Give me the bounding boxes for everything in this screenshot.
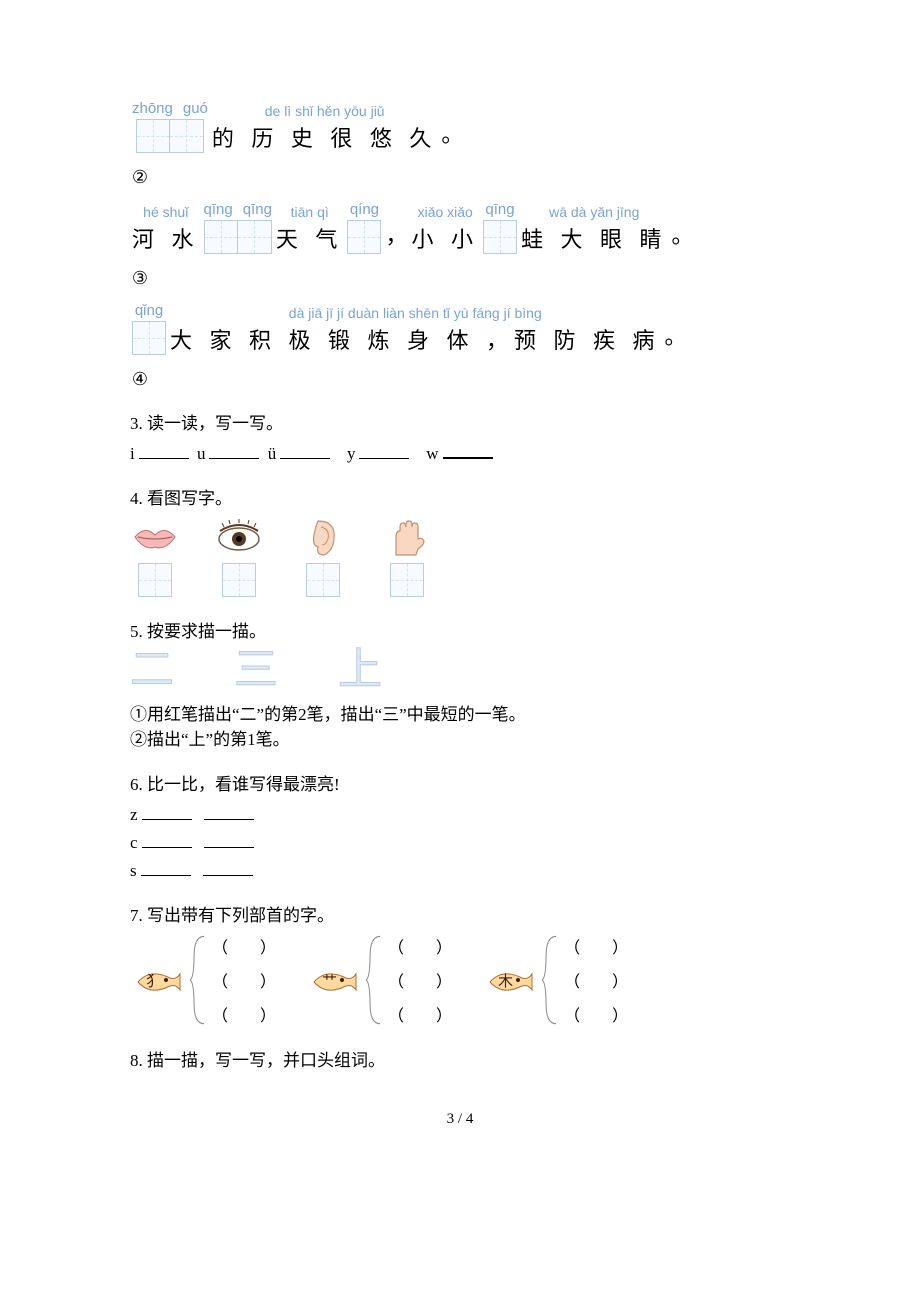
brace-icon xyxy=(542,934,558,1026)
page-number: 3 / 4 xyxy=(130,1111,790,1128)
pinyin-text: qīng xyxy=(485,201,514,218)
hanzi-tianqi: tiān qì 天 气 xyxy=(276,204,344,254)
section-7-title: 7. 写出带有下列部首的字。 xyxy=(130,901,790,926)
answer-box[interactable] xyxy=(222,563,256,597)
period: 。 xyxy=(665,319,687,351)
pinyin-text: qíng xyxy=(350,201,379,218)
period: 。 xyxy=(441,117,463,149)
period: 。 xyxy=(671,218,693,250)
fish-icon: 木 xyxy=(482,958,536,1002)
answer-box[interactable] xyxy=(138,563,172,597)
pinyin-text: zhōng xyxy=(132,100,173,117)
section-3-blanks: i u ü y w xyxy=(130,442,790,464)
ear-icon xyxy=(298,517,348,557)
pinyin-box-qing4: qǐng xyxy=(132,302,166,355)
answer-slot[interactable]: （） xyxy=(564,968,628,992)
svg-text:犭: 犭 xyxy=(146,973,161,990)
blank-input[interactable] xyxy=(280,442,330,459)
brace-icon xyxy=(366,934,382,1026)
comma: ， xyxy=(385,218,407,250)
blank-input[interactable] xyxy=(142,803,192,820)
pinyin-text: qīng xyxy=(204,201,233,218)
pinyin-box-qing2: qíng xyxy=(347,201,381,254)
section-8-title: 8. 描一描，写一写，并口头组词。 xyxy=(130,1046,790,1071)
hand-icon xyxy=(382,517,432,557)
section-5-chars: 二 三 上 xyxy=(130,650,790,690)
eye-icon xyxy=(214,517,264,557)
hanzi-dajia: dà jiā jī jí duàn liàn shēn tǐ yù fáng j… xyxy=(170,305,661,355)
pinyin-text: qīng xyxy=(243,201,272,218)
hanzi-wa: wā dà yǎn jīng 蛙 大 眼 睛 xyxy=(521,204,668,254)
section-6-z: z xyxy=(130,803,790,825)
section-5-instr2: ②描出“上”的第1笔。 xyxy=(130,725,790,750)
svg-text:艹: 艹 xyxy=(322,974,337,990)
trace-char-er: 二 xyxy=(130,650,174,690)
radical-block-3: 木 （） （） （） xyxy=(482,934,628,1026)
answer-box[interactable] xyxy=(390,563,424,597)
section-5-instr1: ①用红笔描出“二”的第2笔，描出“三”中最短的一笔。 xyxy=(130,700,790,725)
blank-input[interactable] xyxy=(209,442,259,459)
section-3-title: 3. 读一读，写一写。 xyxy=(130,409,790,434)
section-6-title: 6. 比一比，看谁写得最漂亮! xyxy=(130,770,790,795)
blank-input[interactable] xyxy=(203,859,253,876)
question-4-line: qǐng dà jiā jī jí duàn liàn shēn tǐ yù f… xyxy=(130,302,790,361)
question-4-number-row: ④ xyxy=(130,369,790,389)
worksheet-page: zhōng guó de lì shǐ hěn yōu jiǔ 的 历 史 很 … xyxy=(0,0,920,1168)
blank-input[interactable] xyxy=(141,859,191,876)
answer-slot[interactable]: （） xyxy=(564,934,628,958)
blank-input[interactable] xyxy=(142,831,192,848)
mouth-icon xyxy=(130,517,180,557)
question-number-2: ② xyxy=(130,167,150,187)
pinyin-box-qing3: qīng xyxy=(483,201,517,254)
answer-slot[interactable]: （） xyxy=(212,968,276,992)
question-2-line: zhōng guó de lì shǐ hěn yōu jiǔ 的 历 史 很 … xyxy=(130,100,790,159)
hanzi-xiaoxiao: xiǎo xiǎo 小 小 xyxy=(411,204,479,254)
brace-icon xyxy=(190,934,206,1026)
pinyin-text: qǐng xyxy=(135,302,163,319)
section-6-s: s xyxy=(130,859,790,881)
hanzi-phrase: de lì shǐ hěn yōu jiǔ 的 历 史 很 悠 久 xyxy=(212,103,438,153)
blank-input[interactable] xyxy=(443,442,493,459)
section-5-title: 5. 按要求描一描。 xyxy=(130,617,790,642)
question-number-3: ③ xyxy=(130,268,150,288)
trace-char-san: 三 xyxy=(234,650,278,690)
section-4-title: 4. 看图写字。 xyxy=(130,484,790,509)
fish-icon: 犭 xyxy=(130,958,184,1002)
radical-block-1: 犭 （） （） （） xyxy=(130,934,276,1026)
radical-block-2: 艹 （） （） （） xyxy=(306,934,452,1026)
question-number-4: ④ xyxy=(130,369,150,389)
answer-slot[interactable]: （） xyxy=(388,934,452,958)
question-3-line: hé shuǐ 河 水 qīng qīng tiān qì 天 气 qíng ，… xyxy=(130,201,790,260)
answer-slot[interactable]: （） xyxy=(212,934,276,958)
pinyin-box-zhongguo: zhōng guó xyxy=(132,100,208,153)
fish-icon: 艹 xyxy=(306,958,360,1002)
answer-slot[interactable]: （） xyxy=(564,1002,628,1026)
blank-input[interactable] xyxy=(204,831,254,848)
section-6-c: c xyxy=(130,831,790,853)
blank-input[interactable] xyxy=(204,803,254,820)
question-2-number-row: ② xyxy=(130,167,790,187)
section-7-radicals: 犭 （） （） （） 艹 （） （） （） xyxy=(130,934,790,1026)
pinyin-box-qingqing: qīng qīng xyxy=(204,201,272,254)
svg-text:木: 木 xyxy=(498,973,513,990)
blank-input[interactable] xyxy=(359,442,409,459)
blank-input[interactable] xyxy=(139,442,189,459)
answer-slot[interactable]: （） xyxy=(212,1002,276,1026)
hanzi-heshui: hé shuǐ 河 水 xyxy=(132,204,200,254)
answer-box[interactable] xyxy=(306,563,340,597)
answer-slot[interactable]: （） xyxy=(388,968,452,992)
trace-char-shang: 上 xyxy=(338,650,382,690)
question-3-number-row: ③ xyxy=(130,268,790,288)
answer-slot[interactable]: （） xyxy=(388,1002,452,1026)
pinyin-text: guó xyxy=(183,100,208,117)
section-4-icons xyxy=(130,517,790,597)
